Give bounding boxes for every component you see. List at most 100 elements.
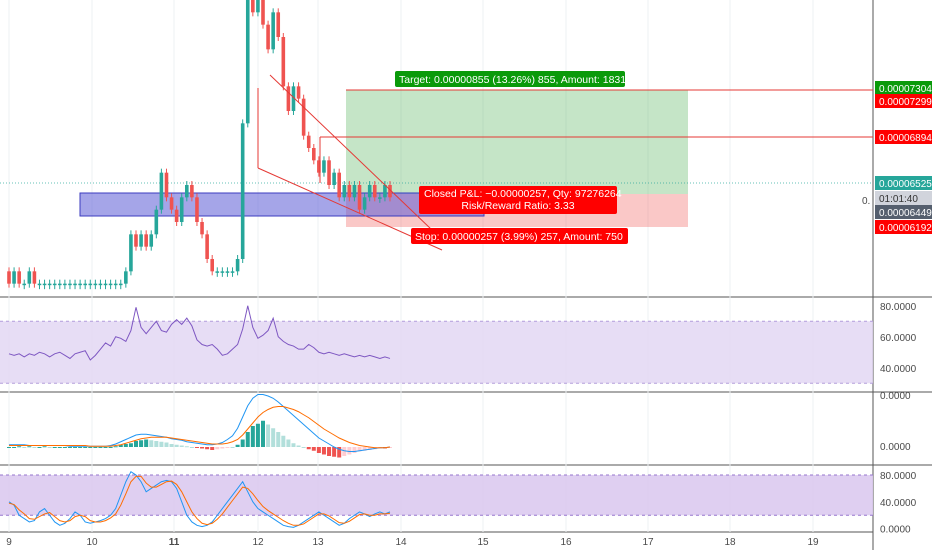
candle-body	[32, 271, 37, 284]
time-tick-label: 14	[395, 537, 407, 548]
candle-body	[235, 259, 240, 272]
countdown-label-bg	[875, 191, 932, 205]
stop-tooltip: Stop: 0.00000257 (3.99%) 257, Amount: 75…	[415, 231, 623, 243]
candle-body	[271, 12, 275, 50]
candle-body	[256, 0, 260, 13]
candle-body	[113, 283, 118, 286]
stoch-tick-label: 0.0000	[880, 525, 911, 536]
candle-body	[185, 185, 189, 198]
time-tick-label: 12	[252, 537, 264, 548]
macd-histogram-bar	[306, 447, 311, 450]
macd-histogram-bar	[83, 447, 88, 448]
candle-body	[210, 259, 214, 272]
stoch-d-line	[8, 475, 391, 526]
macd-histogram-bar	[144, 439, 149, 447]
macd-histogram-bar	[189, 447, 194, 448]
candle-body	[195, 197, 199, 222]
macd-histogram-bar	[159, 441, 164, 447]
macd-histogram-bar	[210, 447, 215, 450]
macd-histogram-bar	[327, 447, 332, 456]
time-tick-label: 19	[807, 537, 819, 548]
candle-body	[261, 0, 265, 25]
macd-histogram-bar	[118, 444, 123, 447]
candle-body	[37, 283, 42, 286]
target-level-price-label: 0.00007299	[879, 97, 932, 108]
candle-body	[317, 160, 321, 173]
macd-histogram-bar	[73, 447, 78, 448]
candle-body	[129, 234, 133, 272]
macd-histogram-bar	[27, 446, 32, 448]
candle-body	[159, 172, 164, 210]
macd-line	[9, 394, 391, 452]
risk-reward-text: Risk/Reward Ratio: 3.33	[461, 200, 574, 212]
candle-body	[52, 283, 57, 286]
target-tooltip: Target: 0.00000855 (13.26%) 855, Amount:…	[399, 74, 641, 86]
macd-histogram-bar	[93, 447, 98, 448]
stoch-tick-label: 40.0000	[880, 498, 917, 509]
candle-body	[312, 148, 316, 161]
partial-axis-label: 0.	[862, 196, 870, 207]
macd-histogram-bar	[291, 443, 296, 447]
candle-body	[362, 197, 367, 210]
candle-body	[134, 234, 138, 247]
macd-histogram-bar	[128, 443, 133, 447]
candle-body	[42, 283, 47, 286]
macd-histogram-bar	[67, 447, 72, 448]
candle-body	[357, 185, 362, 210]
target-level-price-label-bg	[875, 94, 932, 108]
macd-histogram-bar	[17, 446, 22, 448]
time-tick-label: 16	[560, 537, 572, 548]
candle-body	[306, 135, 311, 148]
rsi-tick-label: 80.0000	[880, 302, 917, 313]
macd-histogram-bar	[296, 445, 301, 447]
candle-body	[383, 185, 387, 198]
time-tick-label: 17	[642, 537, 654, 548]
macd-histogram-bar	[362, 447, 367, 451]
macd-histogram-bar	[179, 445, 184, 447]
macd-histogram-bar	[164, 442, 169, 447]
stop-price-label-bg	[875, 220, 932, 234]
macd-histogram-bar	[78, 447, 83, 448]
macd-histogram-bar	[337, 447, 342, 458]
macd-histogram-bar	[316, 447, 321, 453]
macd-histogram-bar	[230, 447, 235, 448]
candle-body	[108, 283, 113, 286]
candle-body	[174, 209, 179, 222]
candle-body	[17, 271, 21, 284]
candle-body	[281, 37, 286, 87]
closed-pl-text: Closed P&L: −0.00000257, Qty: 97276264	[424, 188, 622, 200]
rsi-tick-label: 40.0000	[880, 364, 917, 375]
stop-price-label: 0.00006192	[879, 223, 932, 234]
candle-body	[372, 185, 377, 198]
macd-histogram-bar	[205, 447, 210, 450]
macd-histogram-bar	[12, 447, 17, 448]
closed-pl-tooltip-bg	[419, 186, 617, 214]
candle-body	[205, 234, 209, 259]
macd-histogram-bar	[281, 435, 286, 447]
candle-body	[12, 271, 16, 284]
candle-body	[301, 98, 306, 136]
macd-histogram-bar	[276, 432, 281, 447]
candle-body	[139, 234, 143, 247]
stoch-k-line	[8, 470, 391, 528]
macd-histogram-bar	[215, 447, 220, 450]
wedge-upper-line	[269, 74, 433, 231]
candle-body	[154, 209, 159, 235]
candle-body	[276, 12, 281, 38]
candle-body	[220, 271, 225, 273]
macd-histogram-bar	[149, 440, 154, 447]
macd-histogram-bar	[98, 447, 103, 448]
macd-histogram-bar	[357, 447, 362, 452]
candle-body	[332, 172, 336, 185]
candle-body	[225, 271, 230, 273]
candle-body	[230, 271, 235, 273]
candle-body	[215, 271, 220, 273]
macd-histogram-bar	[169, 444, 174, 447]
target-zone	[346, 90, 688, 194]
candle-body	[327, 160, 331, 185]
macd-histogram-bar	[342, 447, 347, 456]
candle-body	[93, 283, 98, 286]
